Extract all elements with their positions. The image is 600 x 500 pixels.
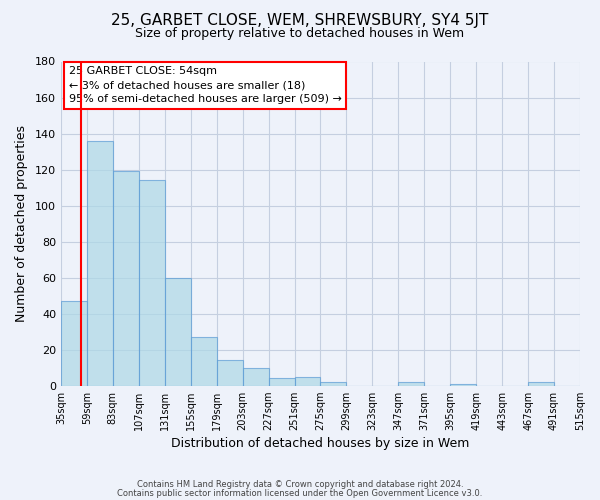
Bar xyxy=(320,382,346,386)
Bar xyxy=(139,180,165,386)
Bar xyxy=(398,382,424,386)
Text: Contains HM Land Registry data © Crown copyright and database right 2024.: Contains HM Land Registry data © Crown c… xyxy=(137,480,463,489)
Text: 25, GARBET CLOSE, WEM, SHREWSBURY, SY4 5JT: 25, GARBET CLOSE, WEM, SHREWSBURY, SY4 5… xyxy=(112,12,488,28)
Y-axis label: Number of detached properties: Number of detached properties xyxy=(15,125,28,322)
Bar xyxy=(191,337,217,386)
Bar xyxy=(295,376,320,386)
X-axis label: Distribution of detached houses by size in Wem: Distribution of detached houses by size … xyxy=(171,437,470,450)
Bar xyxy=(217,360,242,386)
Bar xyxy=(61,301,87,386)
Bar xyxy=(528,382,554,386)
Bar xyxy=(242,368,269,386)
Bar xyxy=(450,384,476,386)
Text: Contains public sector information licensed under the Open Government Licence v3: Contains public sector information licen… xyxy=(118,488,482,498)
Bar xyxy=(269,378,295,386)
Bar xyxy=(87,140,113,386)
Text: 25 GARBET CLOSE: 54sqm
← 3% of detached houses are smaller (18)
95% of semi-deta: 25 GARBET CLOSE: 54sqm ← 3% of detached … xyxy=(69,66,341,104)
Text: Size of property relative to detached houses in Wem: Size of property relative to detached ho… xyxy=(136,28,464,40)
Bar xyxy=(113,172,139,386)
Bar xyxy=(165,278,191,386)
